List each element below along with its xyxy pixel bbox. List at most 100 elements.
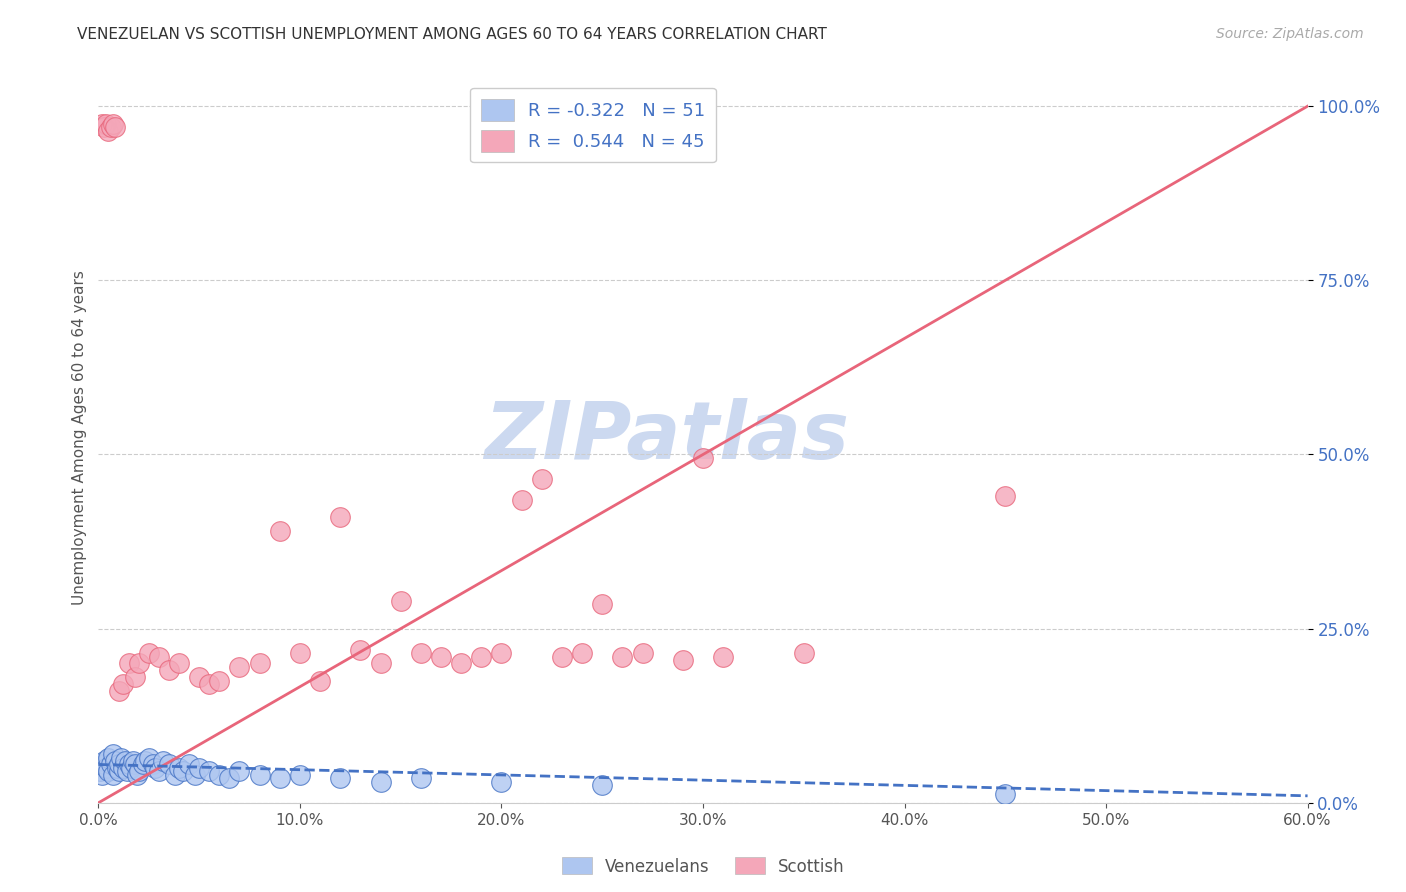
Point [188,670,211,684]
Point [184,768,207,782]
Point [591,597,613,611]
Point [591,778,613,792]
Point [128,657,150,671]
Point [309,673,332,688]
Point [329,772,352,786]
Point [115,764,138,779]
Point [228,764,250,779]
Point [103,754,125,768]
Point [118,757,141,772]
Point [93,120,115,134]
Point [134,754,156,768]
Point [994,788,1017,802]
Point [994,489,1017,503]
Point [430,649,453,664]
Point [107,757,129,772]
Point [125,768,148,782]
Y-axis label: Unemployment Among Ages 60 to 64 years: Unemployment Among Ages 60 to 64 years [72,269,87,605]
Point [370,657,392,671]
Point [120,761,142,775]
Point [198,764,221,779]
Point [551,649,574,664]
Point [631,646,654,660]
Point [105,761,128,775]
Point [288,646,311,660]
Point [711,649,734,664]
Point [269,524,291,538]
Point [179,757,201,772]
Point [349,642,371,657]
Point [470,649,492,664]
Point [389,594,412,608]
Point [450,657,472,671]
Point [409,646,432,660]
Point [249,768,271,782]
Point [101,747,124,761]
Point [148,649,170,664]
Point [157,757,180,772]
Point [100,120,122,134]
Point [491,775,513,789]
Point [143,761,166,775]
Point [124,757,146,772]
Text: Source: ZipAtlas.com: Source: ZipAtlas.com [1216,27,1364,41]
Point [172,764,194,779]
Point [96,117,118,131]
Point [228,660,250,674]
Point [138,750,160,764]
Point [672,653,695,667]
Point [167,657,190,671]
Point [114,754,136,768]
Point [97,764,120,779]
Point [121,754,143,768]
Point [249,657,271,671]
Point [128,764,150,779]
Point [91,117,114,131]
Point [148,764,170,779]
Point [107,764,129,779]
Point [571,646,593,660]
Point [208,673,231,688]
Point [208,768,231,782]
Point [612,649,634,664]
Point [89,764,111,779]
Point [329,510,352,524]
Point [167,761,190,775]
Point [198,677,221,691]
Point [101,768,124,782]
Point [138,646,160,660]
Point [107,684,129,698]
Point [269,772,291,786]
Point [152,754,174,768]
Point [157,664,180,678]
Point [132,757,155,772]
Point [97,750,120,764]
Point [692,450,714,465]
Text: ZIPatlas: ZIPatlas [484,398,849,476]
Point [124,670,146,684]
Point [510,492,533,507]
Point [491,646,513,660]
Point [101,117,124,131]
Point [96,761,118,775]
Point [530,472,553,486]
Legend: Venezuelans, Scottish: Venezuelans, Scottish [555,851,851,882]
Point [409,772,432,786]
Point [188,761,211,775]
Point [91,768,114,782]
Point [142,757,165,772]
Point [103,120,125,134]
Text: VENEZUELAN VS SCOTTISH UNEMPLOYMENT AMONG AGES 60 TO 64 YEARS CORRELATION CHART: VENEZUELAN VS SCOTTISH UNEMPLOYMENT AMON… [77,27,827,42]
Point [111,677,134,691]
Point [288,768,311,782]
Point [97,123,120,137]
Point [93,757,115,772]
Point [111,761,134,775]
Point [370,775,392,789]
Point [218,772,240,786]
Point [110,750,132,764]
Point [100,757,122,772]
Point [118,657,141,671]
Point [163,768,186,782]
Point [793,646,815,660]
